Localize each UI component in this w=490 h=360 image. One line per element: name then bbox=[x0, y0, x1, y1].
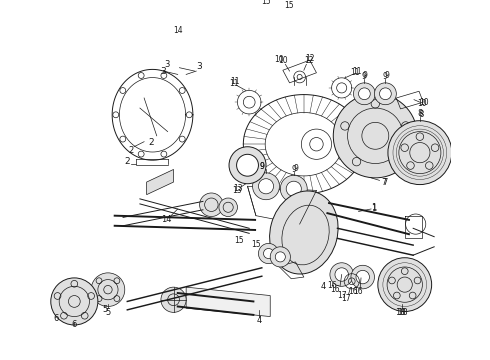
Text: 7: 7 bbox=[383, 177, 388, 186]
Circle shape bbox=[270, 247, 291, 267]
Text: 8: 8 bbox=[419, 110, 424, 119]
Text: 6: 6 bbox=[72, 320, 77, 329]
Circle shape bbox=[380, 88, 392, 100]
Text: 3: 3 bbox=[164, 60, 170, 69]
Circle shape bbox=[91, 273, 125, 306]
Circle shape bbox=[252, 173, 279, 200]
Circle shape bbox=[333, 94, 417, 178]
Text: 6: 6 bbox=[53, 314, 58, 323]
Polygon shape bbox=[147, 170, 173, 195]
Text: 4: 4 bbox=[320, 282, 326, 291]
Text: 15: 15 bbox=[234, 237, 244, 246]
Circle shape bbox=[388, 121, 452, 185]
Circle shape bbox=[264, 248, 273, 258]
Ellipse shape bbox=[270, 191, 338, 274]
Circle shape bbox=[351, 265, 374, 289]
Text: 5: 5 bbox=[105, 308, 111, 317]
Circle shape bbox=[359, 88, 370, 100]
Text: 4: 4 bbox=[257, 316, 262, 325]
Polygon shape bbox=[186, 287, 270, 316]
Circle shape bbox=[237, 154, 258, 176]
Text: 11: 11 bbox=[229, 79, 239, 88]
Text: 14: 14 bbox=[162, 215, 172, 224]
Circle shape bbox=[353, 83, 375, 105]
Text: 1: 1 bbox=[371, 203, 376, 212]
Text: 9: 9 bbox=[362, 72, 367, 81]
Text: 15: 15 bbox=[261, 0, 271, 6]
Text: 13: 13 bbox=[232, 186, 242, 195]
Text: 5: 5 bbox=[102, 305, 107, 314]
Text: 18: 18 bbox=[397, 308, 408, 317]
Circle shape bbox=[280, 175, 307, 202]
Circle shape bbox=[286, 181, 301, 196]
Text: 16: 16 bbox=[330, 285, 340, 294]
Text: 17: 17 bbox=[341, 293, 351, 302]
Text: 7: 7 bbox=[381, 177, 386, 186]
Text: 1: 1 bbox=[371, 204, 376, 213]
Text: 12: 12 bbox=[304, 57, 314, 66]
Circle shape bbox=[219, 198, 238, 216]
Circle shape bbox=[199, 193, 223, 216]
Circle shape bbox=[161, 287, 186, 312]
Circle shape bbox=[356, 270, 369, 284]
Circle shape bbox=[51, 278, 98, 325]
Text: 11: 11 bbox=[230, 77, 240, 86]
Text: 16: 16 bbox=[354, 287, 363, 296]
Text: 9: 9 bbox=[385, 71, 390, 80]
Text: 2: 2 bbox=[148, 138, 154, 147]
Circle shape bbox=[330, 263, 353, 286]
Text: 16: 16 bbox=[327, 281, 337, 290]
Circle shape bbox=[258, 179, 273, 194]
Text: 9: 9 bbox=[293, 164, 298, 173]
Text: 3: 3 bbox=[161, 67, 166, 76]
Text: 9: 9 bbox=[383, 72, 388, 81]
Text: 16: 16 bbox=[348, 287, 357, 296]
Text: 2: 2 bbox=[124, 157, 130, 166]
Text: 15: 15 bbox=[251, 240, 261, 249]
Text: 2: 2 bbox=[129, 147, 134, 156]
Text: 18: 18 bbox=[395, 308, 406, 317]
Text: 15: 15 bbox=[284, 1, 294, 10]
Circle shape bbox=[378, 258, 432, 311]
Text: 10: 10 bbox=[419, 98, 429, 107]
Text: 9: 9 bbox=[259, 162, 264, 171]
Circle shape bbox=[335, 268, 348, 281]
Text: 10: 10 bbox=[417, 99, 427, 108]
Text: 9: 9 bbox=[292, 165, 296, 174]
Text: 12: 12 bbox=[305, 54, 315, 63]
Circle shape bbox=[258, 243, 279, 264]
Text: 14: 14 bbox=[173, 26, 183, 35]
Text: 10: 10 bbox=[278, 57, 288, 66]
Text: 10: 10 bbox=[275, 55, 284, 64]
Circle shape bbox=[374, 83, 396, 105]
Text: 9: 9 bbox=[259, 162, 264, 171]
Text: 8: 8 bbox=[417, 109, 422, 118]
Text: 13: 13 bbox=[233, 184, 243, 193]
Circle shape bbox=[275, 252, 285, 262]
Text: 17: 17 bbox=[337, 291, 346, 300]
Text: 11: 11 bbox=[352, 67, 362, 76]
Text: 9: 9 bbox=[363, 71, 368, 80]
Text: 3: 3 bbox=[196, 62, 201, 71]
Circle shape bbox=[229, 147, 266, 184]
Text: 11: 11 bbox=[350, 68, 360, 77]
